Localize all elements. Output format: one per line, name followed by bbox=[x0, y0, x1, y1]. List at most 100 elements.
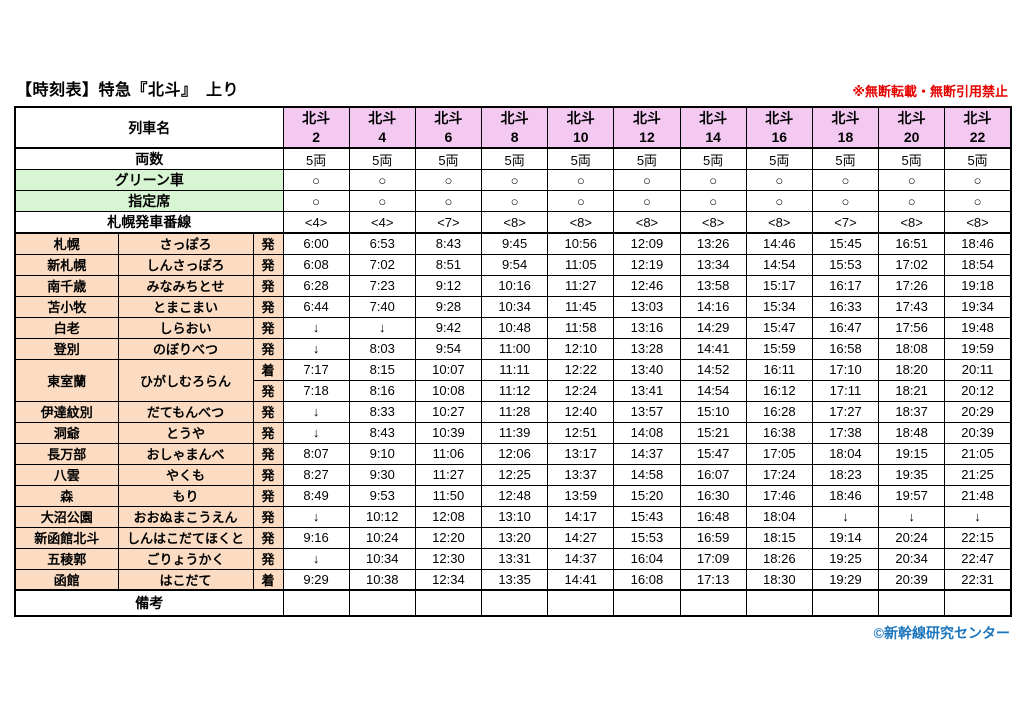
time-cell: 12:06 bbox=[481, 442, 549, 465]
time-cell: 20:34 bbox=[878, 547, 946, 570]
page-header: 【時刻表】特急『北斗』 上り ※無断転載・無断引用禁止 bbox=[16, 76, 1008, 100]
green-car-cell: ○ bbox=[547, 169, 615, 191]
time-cell: 12:51 bbox=[547, 421, 615, 444]
train-series-name: 北斗 bbox=[434, 110, 463, 127]
time-cell: 14:41 bbox=[679, 337, 747, 360]
time-cell: 22:31 bbox=[944, 568, 1012, 591]
time-cell: 11:27 bbox=[414, 463, 483, 486]
station-row: 森もり発 8:49 9:53 11:50 12:48 13:59 15:20 16:30 17:… bbox=[14, 484, 1012, 507]
cars-cell: 5両 bbox=[679, 147, 747, 170]
station-kana: おおぬまこうえん bbox=[117, 505, 254, 528]
remarks-cell bbox=[282, 589, 350, 617]
dep-arr-label: 発 bbox=[252, 274, 284, 297]
train-number: 10 bbox=[572, 128, 589, 145]
station-row: 大沼公園 おおぬまこうえん発 ↓ 10:12 12:08 13:10 14:17 15:43 1… bbox=[14, 505, 1012, 528]
time-cell: 13:03 bbox=[613, 295, 681, 318]
reserved-seat-cell: ○ bbox=[613, 190, 681, 212]
time-cell: 17:09 bbox=[679, 547, 747, 570]
time-cell: 22:15 bbox=[944, 526, 1012, 549]
station-name: 八雲 bbox=[14, 463, 119, 486]
reserved-seat-cell: ○ bbox=[348, 190, 416, 212]
cars-cell: 5両 bbox=[282, 147, 350, 170]
track-label: 札幌発車番線 bbox=[14, 211, 284, 234]
time-cell: 8:03 bbox=[348, 337, 416, 360]
green-car-cell: ○ bbox=[679, 169, 747, 191]
time-cell: 13:57 bbox=[613, 400, 681, 423]
time-cell: 9:28 bbox=[414, 295, 483, 318]
time-cell: ↓ bbox=[282, 400, 350, 423]
remarks-cell bbox=[348, 589, 416, 617]
reserved-seat-cell: ○ bbox=[679, 190, 747, 212]
time-cell: 13:37 bbox=[547, 463, 615, 486]
time-cell: 15:53 bbox=[613, 526, 681, 549]
remarks-label: 備考 bbox=[14, 589, 284, 617]
time-cell: 16:59 bbox=[679, 526, 747, 549]
station-kana: もり bbox=[117, 484, 254, 507]
time-cell: 8:33 bbox=[348, 400, 416, 423]
time-cell: 8:51 bbox=[414, 253, 483, 276]
station-kana: とまこまい bbox=[117, 295, 254, 318]
time-cell: 19:15 bbox=[878, 442, 946, 465]
time-cell: 9:10 bbox=[348, 442, 416, 465]
time-cell: 21:48 bbox=[944, 484, 1012, 507]
time-cell: 14:52 bbox=[679, 358, 747, 381]
station-name: 大沼公園 bbox=[14, 505, 119, 528]
green-car-cell: ○ bbox=[745, 169, 813, 191]
time-cell: 19:48 bbox=[944, 316, 1012, 339]
time-cell: 12:20 bbox=[414, 526, 483, 549]
station-row: 長万部 おしゃまんべ発 8:07 9:10 11:06 12:06 13:17 14:37 15… bbox=[14, 442, 1012, 465]
time-cell: 16:47 bbox=[811, 316, 880, 339]
train-header-cell: 北斗 14 bbox=[679, 106, 747, 149]
time-cell: 15:21 bbox=[679, 421, 747, 444]
remarks-cell bbox=[944, 589, 1012, 617]
cars-cell: 5両 bbox=[745, 147, 813, 170]
time-cell: 12:10 bbox=[547, 337, 615, 360]
time-cell: 18:20 bbox=[878, 358, 946, 381]
station-name: 洞爺 bbox=[14, 421, 119, 444]
time-cell: 13:34 bbox=[679, 253, 747, 276]
time-cell: 11:28 bbox=[481, 400, 549, 423]
time-cell: 13:26 bbox=[679, 232, 747, 255]
train-number: 14 bbox=[705, 128, 721, 145]
time-cell: 16:08 bbox=[613, 568, 681, 591]
time-cell: 7:17 bbox=[282, 358, 350, 381]
track-row: 札幌発車番線 <4> <4> <7> <8> <8> <8> <8> <8> <7> <8> <8> bbox=[14, 211, 1012, 234]
cars-cell: 5両 bbox=[811, 147, 880, 170]
train-header-cell: 北斗 8 bbox=[481, 106, 549, 149]
time-cell: 14:27 bbox=[547, 526, 615, 549]
time-cell: 15:43 bbox=[613, 505, 681, 528]
time-cell: ↓ bbox=[282, 547, 350, 570]
time-cell: 19:59 bbox=[944, 337, 1012, 360]
station-kana: はこだて bbox=[117, 568, 254, 591]
time-cell: 9:45 bbox=[481, 232, 549, 255]
time-cell: ↓ bbox=[811, 505, 880, 528]
station-kana: ごりょうかく bbox=[117, 547, 254, 570]
time-cell: 15:10 bbox=[679, 400, 747, 423]
time-cell: 15:47 bbox=[679, 442, 747, 465]
time-cell: 10:38 bbox=[348, 568, 416, 591]
time-cell: 8:15 bbox=[348, 358, 416, 381]
time-cell: 11:05 bbox=[547, 253, 615, 276]
dep-arr-label: 着 bbox=[252, 568, 284, 591]
train-number: 22 bbox=[969, 128, 986, 145]
dep-arr-label: 発 bbox=[252, 505, 284, 528]
station-kana: みなみちとせ bbox=[117, 274, 254, 297]
remarks-cell bbox=[811, 589, 880, 617]
time-cell: 10:12 bbox=[348, 505, 416, 528]
time-cell: 6:08 bbox=[282, 253, 350, 276]
time-cell: 12:46 bbox=[613, 274, 681, 297]
time-cell: 11:12 bbox=[481, 379, 549, 402]
station-row: 函館 はこだて着 9:29 10:38 12:34 13:35 14:41 16:08 17:1… bbox=[14, 568, 1012, 591]
track-cell: <8> bbox=[944, 211, 1012, 234]
time-cell: ↓ bbox=[282, 337, 350, 360]
station-row: 洞爺 とうや発 ↓ 8:43 10:39 11:39 12:51 14:08 15:21 16:3… bbox=[14, 421, 1012, 444]
time-cell: 17:10 bbox=[811, 358, 880, 381]
remarks-cell bbox=[679, 589, 747, 617]
time-cell: 6:28 bbox=[282, 274, 350, 297]
time-cell: 18:37 bbox=[878, 400, 946, 423]
station-name: 五稜郭 bbox=[14, 547, 119, 570]
time-cell: 11:11 bbox=[481, 358, 549, 381]
time-cell: 18:26 bbox=[745, 547, 813, 570]
train-header-cell: 北斗 16 bbox=[745, 106, 813, 149]
dep-arr-label: 着 bbox=[252, 358, 284, 381]
